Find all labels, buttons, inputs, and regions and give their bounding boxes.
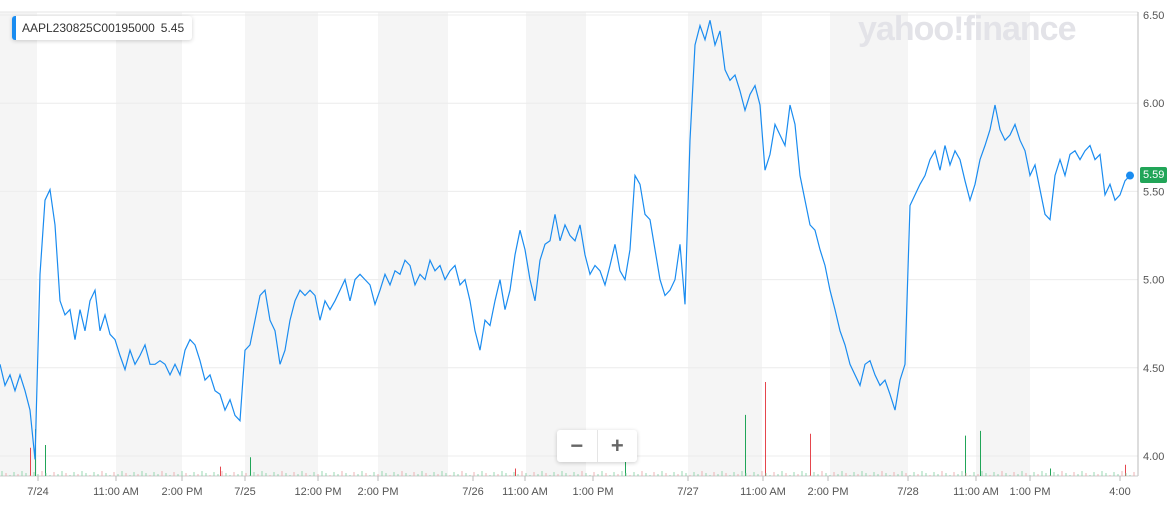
- x-tick-label: 1:00 PM: [1010, 486, 1051, 498]
- x-tick-label: 2:00 PM: [808, 486, 849, 498]
- legend-value: 5.45: [160, 21, 185, 35]
- last-price-dot: [1126, 171, 1134, 180]
- y-tick-label: 6.00: [1143, 98, 1164, 110]
- y-tick-label: 4.50: [1143, 363, 1164, 375]
- x-tick-label: 11:00 AM: [953, 486, 999, 498]
- y-tick-label: 5.00: [1143, 275, 1164, 287]
- session-band: [245, 12, 318, 476]
- yahoo-finance-logo: yahoo!finance: [858, 10, 1076, 48]
- legend-symbol: AAPL230825C00195000: [22, 21, 155, 35]
- x-tick-label: 2:00 PM: [162, 486, 203, 498]
- y-tick-label: 5.50: [1143, 186, 1164, 198]
- session-band: [976, 12, 1030, 476]
- session-band: [116, 12, 182, 476]
- y-tick-label: 4.00: [1143, 451, 1164, 463]
- x-tick-label: 7/28: [897, 486, 918, 498]
- session-band: [526, 12, 586, 476]
- zoom-out-button[interactable]: −: [557, 430, 598, 462]
- x-tick-label: 7/27: [677, 486, 698, 498]
- session-band: [0, 12, 37, 476]
- x-tick-label: 7/25: [234, 486, 255, 498]
- x-tick-label: 1:00 PM: [573, 486, 614, 498]
- x-tick-label: 11:00 AM: [502, 486, 548, 498]
- zoom-in-button[interactable]: +: [610, 433, 624, 458]
- x-tick-label: 12:00 PM: [294, 486, 341, 498]
- x-tick-label: 11:00 AM: [93, 486, 139, 498]
- x-tick-label: 11:00 AM: [740, 486, 786, 498]
- zoom-controls: − +: [557, 430, 637, 462]
- x-tick-label: 4:00: [1109, 486, 1130, 498]
- y-tick-label: 6.50: [1143, 10, 1164, 22]
- session-band: [688, 12, 762, 476]
- session-band: [378, 12, 448, 476]
- x-tick-label: 7/24: [27, 486, 48, 498]
- x-tick-label: 2:00 PM: [358, 486, 399, 498]
- series-legend: AAPL230825C00195000 5.45: [12, 16, 193, 40]
- current-price-tag: 5.59: [1140, 166, 1168, 183]
- session-band: [830, 12, 908, 476]
- x-tick-label: 7/26: [462, 486, 483, 498]
- price-line: [0, 20, 1131, 460]
